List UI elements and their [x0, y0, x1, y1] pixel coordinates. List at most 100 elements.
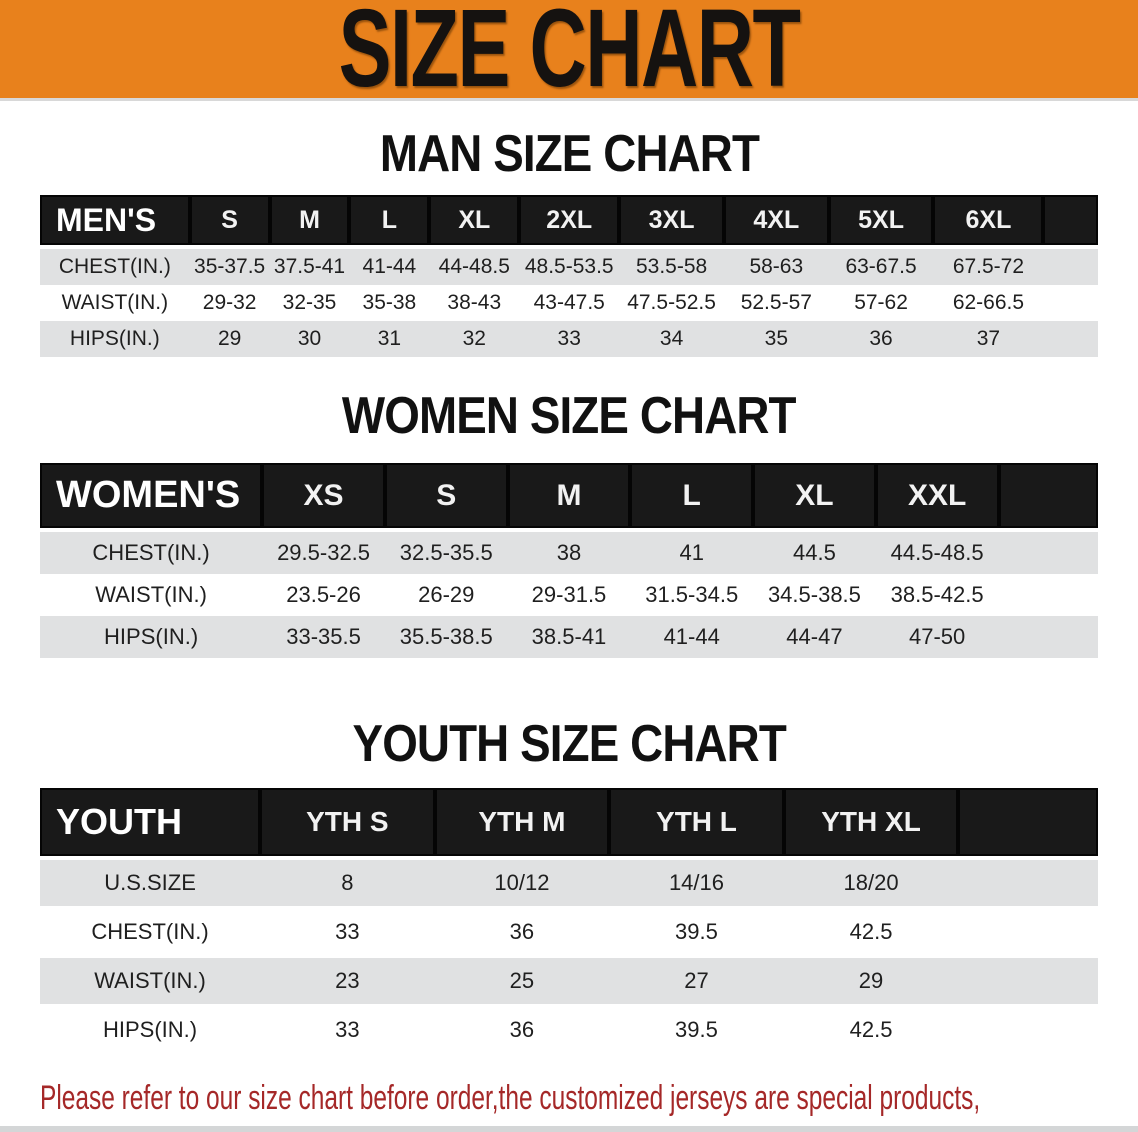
size-value-cell: 43-47.5: [519, 285, 620, 321]
women-size-header-cell: M: [507, 463, 631, 532]
row-label-cell: WAIST(IN.): [40, 574, 263, 616]
row-label-cell: CHEST(IN.): [40, 907, 261, 958]
spacer-cell: [1043, 195, 1098, 249]
women-size-header-cell: S: [384, 463, 508, 532]
youth-size-header-cell: YTH XL: [783, 788, 959, 860]
spacer-cell: [1043, 247, 1098, 285]
size-value-cell: 35-38: [349, 285, 430, 321]
row-label-cell: U.S.SIZE: [40, 858, 261, 909]
size-value-cell: 38: [507, 530, 631, 574]
youth-section-heading-text: YOUTH SIZE CHART: [352, 715, 786, 773]
youth-hips-row: HIPS(IN.) 33 36 39.5 42.5: [40, 1005, 1098, 1056]
size-value-cell: 33: [519, 321, 620, 357]
women-section-heading: WOMEN SIZE CHART: [0, 390, 1138, 442]
women-section-heading-text: WOMEN SIZE CHART: [342, 387, 797, 445]
men-header-label: MEN'S: [40, 195, 190, 249]
size-value-cell: 14/16: [609, 858, 784, 909]
size-value-cell: 35-37.5: [189, 247, 270, 285]
size-value-cell: 35: [723, 321, 829, 357]
banner-title: SIZE CHART: [338, 0, 801, 101]
men-section-heading: MAN SIZE CHART: [0, 128, 1138, 180]
men-size-header-cell: 6XL: [933, 195, 1044, 249]
size-value-cell: 18/20: [783, 858, 959, 909]
men-hips-row: HIPS(IN.) 29 30 31 32 33 34 35 36 37: [40, 321, 1098, 357]
size-value-cell: 33: [260, 1005, 435, 1056]
size-value-cell: 44-48.5: [429, 247, 520, 285]
row-label-cell: CHEST(IN.): [40, 530, 263, 574]
size-value-cell: 38-43: [429, 285, 520, 321]
youth-header-label: YOUTH: [40, 788, 261, 860]
banner: SIZE CHART: [0, 0, 1138, 101]
size-value-cell: 52.5-57: [723, 285, 829, 321]
size-value-cell: 48.5-53.5: [519, 247, 620, 285]
women-chest-row: CHEST(IN.) 29.5-32.5 32.5-35.5 38 41 44.…: [40, 530, 1098, 574]
size-value-cell: 38.5-42.5: [875, 574, 999, 616]
row-label-cell: HIPS(IN.): [40, 616, 263, 658]
women-hips-row: HIPS(IN.) 33-35.5 35.5-38.5 38.5-41 41-4…: [40, 616, 1098, 658]
size-value-cell: 31.5-34.5: [630, 574, 754, 616]
size-value-cell: 41-44: [349, 247, 430, 285]
youth-size-header-cell: YTH L: [609, 788, 784, 860]
men-size-header-cell: XL: [429, 195, 520, 249]
women-header-label: WOMEN'S: [40, 463, 263, 532]
men-chest-row: CHEST(IN.) 35-37.5 37.5-41 41-44 44-48.5…: [40, 247, 1098, 285]
size-value-cell: 23.5-26: [262, 574, 385, 616]
spacer-cell: [998, 616, 1098, 658]
size-value-cell: 10/12: [434, 858, 610, 909]
size-value-cell: 37: [933, 321, 1044, 357]
size-value-cell: 67.5-72: [933, 247, 1044, 285]
size-value-cell: 37.5-41: [269, 247, 350, 285]
size-value-cell: 42.5: [783, 1005, 959, 1056]
men-size-header-cell: 5XL: [828, 195, 934, 249]
size-value-cell: 26-29: [384, 574, 508, 616]
men-size-header-cell: 3XL: [619, 195, 724, 249]
row-label-cell: HIPS(IN.): [40, 321, 190, 357]
women-header-row: WOMEN'S XS S M L XL XXL: [40, 463, 1098, 532]
size-value-cell: 36: [434, 1005, 610, 1056]
women-waist-row: WAIST(IN.) 23.5-26 26-29 29-31.5 31.5-34…: [40, 574, 1098, 616]
size-value-cell: 36: [828, 321, 934, 357]
size-value-cell: 44.5: [753, 530, 876, 574]
men-size-header-cell: M: [269, 195, 350, 249]
size-value-cell: 58-63: [723, 247, 829, 285]
men-waist-row: WAIST(IN.) 29-32 32-35 35-38 38-43 43-47…: [40, 285, 1098, 321]
bottom-strip: [0, 1126, 1138, 1132]
size-value-cell: 41-44: [630, 616, 754, 658]
size-value-cell: 23: [260, 956, 435, 1007]
youth-size-header-cell: YTH M: [434, 788, 610, 860]
footer-notice: Please refer to our size chart before or…: [40, 1076, 1138, 1132]
spacer-cell: [1043, 321, 1098, 357]
size-value-cell: 29: [783, 956, 959, 1007]
youth-section-heading: YOUTH SIZE CHART: [0, 718, 1138, 770]
size-value-cell: 39.5: [609, 907, 784, 958]
men-section-heading-text: MAN SIZE CHART: [379, 125, 759, 183]
size-value-cell: 29: [189, 321, 270, 357]
size-value-cell: 34: [619, 321, 724, 357]
youth-chest-row: CHEST(IN.) 33 36 39.5 42.5: [40, 907, 1098, 958]
size-value-cell: 8: [260, 858, 435, 909]
youth-size-table: YOUTH YTH S YTH M YTH L YTH XL U.S.SIZE …: [40, 788, 1098, 1056]
women-size-header-cell: XS: [262, 463, 385, 532]
spacer-cell: [958, 907, 1098, 958]
size-value-cell: 47-50: [875, 616, 999, 658]
men-size-header-cell: 4XL: [723, 195, 829, 249]
spacer-cell: [958, 858, 1098, 909]
size-value-cell: 32.5-35.5: [384, 530, 508, 574]
men-size-header-cell: S: [189, 195, 270, 249]
size-value-cell: 38.5-41: [507, 616, 631, 658]
size-value-cell: 44-47: [753, 616, 876, 658]
size-value-cell: 47.5-52.5: [619, 285, 724, 321]
size-value-cell: 41: [630, 530, 754, 574]
size-value-cell: 29.5-32.5: [262, 530, 385, 574]
spacer-cell: [958, 1005, 1098, 1056]
size-value-cell: 33: [260, 907, 435, 958]
spacer-cell: [998, 574, 1098, 616]
size-value-cell: 34.5-38.5: [753, 574, 876, 616]
men-header-row: MEN'S S M L XL 2XL 3XL 4XL 5XL 6XL: [40, 195, 1098, 249]
size-value-cell: 27: [609, 956, 784, 1007]
row-label-cell: HIPS(IN.): [40, 1005, 261, 1056]
size-value-cell: 39.5: [609, 1005, 784, 1056]
size-value-cell: 57-62: [828, 285, 934, 321]
row-label-cell: WAIST(IN.): [40, 285, 190, 321]
